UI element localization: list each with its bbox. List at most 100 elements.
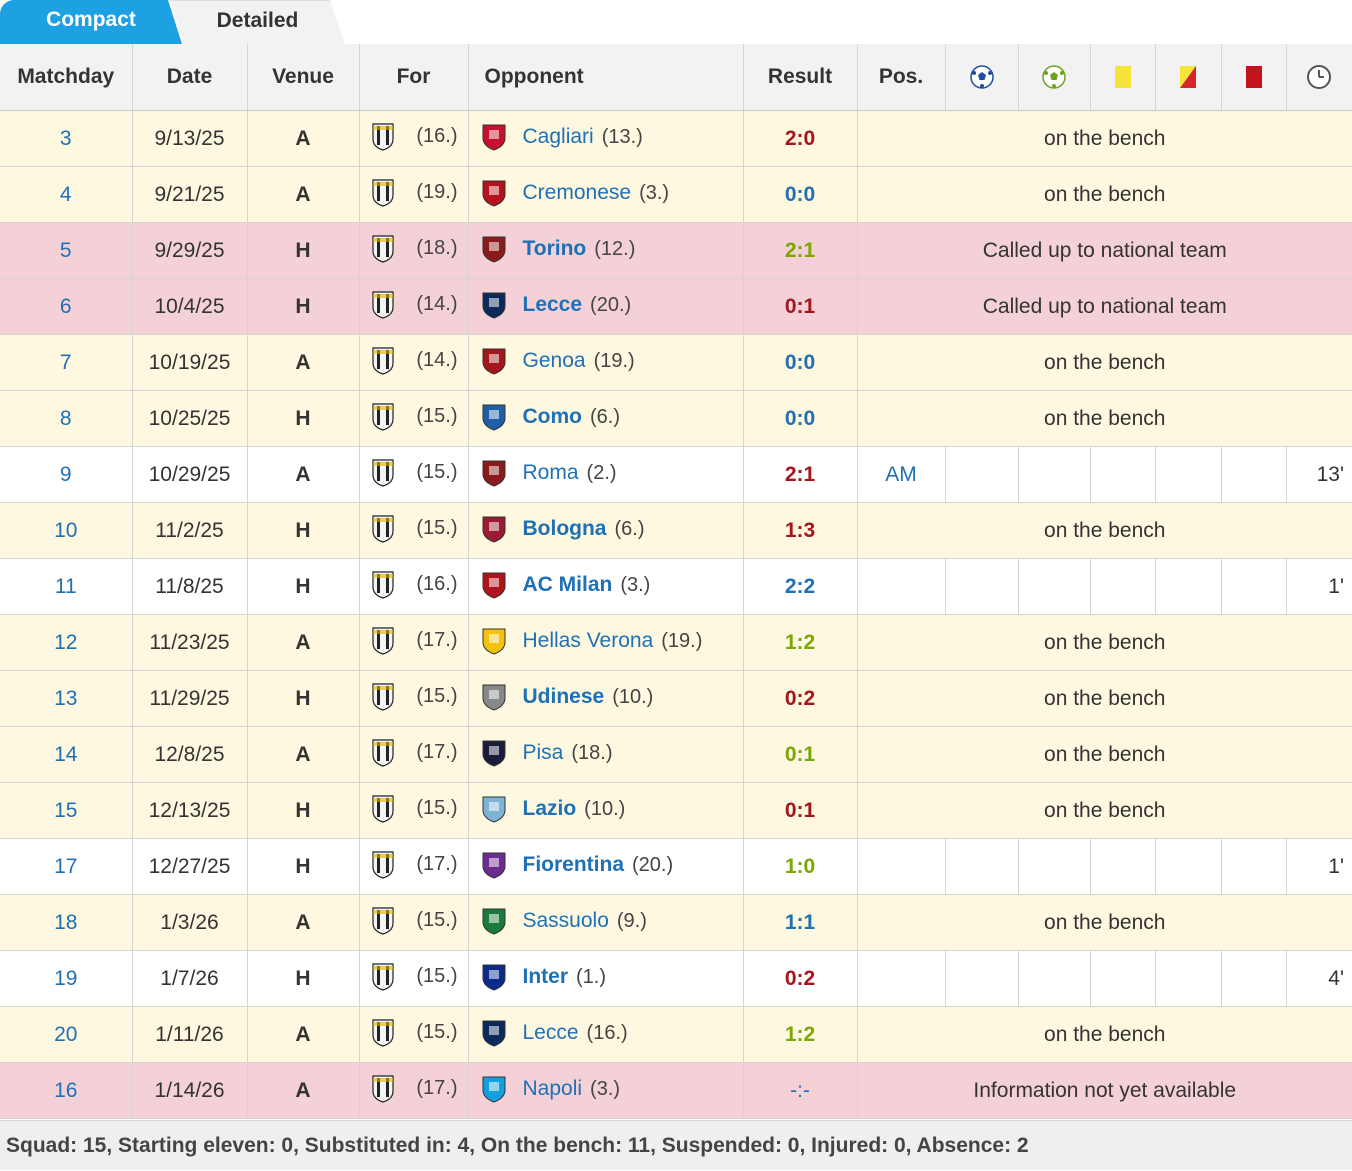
opponent-link[interactable]: Genoa (19.): [523, 349, 635, 373]
col-result[interactable]: Result: [743, 44, 858, 111]
matchday-link[interactable]: 11: [54, 574, 77, 598]
opponent-name[interactable]: Lecce: [522, 293, 583, 316]
matchday-link[interactable]: 5: [59, 238, 72, 262]
matchday-link[interactable]: 19: [54, 966, 78, 990]
for-team-cell[interactable]: (14.): [359, 278, 469, 335]
match-result-link[interactable]: 0:0: [784, 350, 816, 374]
for-team-cell[interactable]: (15.): [359, 950, 469, 1007]
for-team-cell[interactable]: (15.): [359, 1006, 469, 1063]
match-result-link[interactable]: 2:1: [784, 238, 816, 262]
opponent-link[interactable]: Cremonese (3.): [523, 181, 670, 205]
col-assists[interactable]: [1018, 44, 1091, 111]
opponent-link[interactable]: Hellas Verona (19.): [523, 629, 703, 653]
opponent-crest-icon[interactable]: [481, 291, 507, 319]
col-minutes[interactable]: [1286, 44, 1352, 111]
for-team-cell[interactable]: (15.): [359, 446, 469, 503]
opponent-crest-icon[interactable]: [481, 907, 507, 935]
match-result-link[interactable]: 1:3: [784, 518, 816, 542]
opponent-link[interactable]: Como (6.): [523, 405, 621, 429]
match-result-link[interactable]: 0:0: [784, 182, 816, 206]
opponent-name[interactable]: Lecce: [522, 1021, 579, 1044]
opponent-name[interactable]: Bologna: [522, 517, 607, 540]
matchday-link[interactable]: 20: [54, 1022, 78, 1046]
for-team-cell[interactable]: (15.): [359, 390, 469, 447]
for-team-cell[interactable]: (14.): [359, 334, 469, 391]
for-team-cell[interactable]: (15.): [359, 782, 469, 839]
opponent-name[interactable]: Inter: [522, 965, 569, 988]
match-result-link[interactable]: 0:1: [784, 798, 816, 822]
opponent-crest-icon[interactable]: [481, 347, 507, 375]
opponent-link[interactable]: Pisa (18.): [523, 741, 613, 765]
match-result-link[interactable]: 0:2: [784, 686, 816, 710]
match-result-link[interactable]: 1:2: [784, 630, 816, 654]
match-result-link[interactable]: 2:1: [784, 462, 816, 486]
col-date[interactable]: Date: [132, 44, 248, 111]
matchday-link[interactable]: 18: [54, 910, 78, 934]
matchday-link[interactable]: 15: [54, 798, 78, 822]
match-result-link[interactable]: 0:1: [784, 742, 816, 766]
opponent-link[interactable]: Lecce (16.): [523, 1021, 628, 1045]
col-yellow-red-cards[interactable]: [1155, 44, 1222, 111]
opponent-crest-icon[interactable]: [481, 459, 507, 487]
opponent-name[interactable]: AC Milan: [522, 573, 613, 596]
opponent-name[interactable]: Hellas Verona: [522, 629, 654, 652]
opponent-link[interactable]: Cagliari (13.): [523, 125, 643, 149]
for-team-cell[interactable]: (17.): [359, 838, 469, 895]
opponent-name[interactable]: Torino: [522, 237, 587, 260]
opponent-name[interactable]: Pisa: [522, 741, 564, 764]
opponent-link[interactable]: Bologna (6.): [523, 517, 645, 541]
opponent-link[interactable]: Lecce (20.): [523, 293, 632, 317]
opponent-crest-icon[interactable]: [481, 963, 507, 991]
for-team-cell[interactable]: (15.): [359, 670, 469, 727]
opponent-crest-icon[interactable]: [481, 1075, 507, 1103]
match-result-link[interactable]: 1:1: [784, 910, 816, 934]
opponent-crest-icon[interactable]: [481, 123, 507, 151]
opponent-name[interactable]: Fiorentina: [522, 853, 625, 876]
opponent-crest-icon[interactable]: [481, 1019, 507, 1047]
tab-detailed[interactable]: Detailed: [170, 0, 345, 44]
col-goals[interactable]: [945, 44, 1019, 111]
tab-compact[interactable]: Compact: [0, 0, 182, 44]
opponent-crest-icon[interactable]: [481, 627, 507, 655]
match-result-link[interactable]: 1:2: [784, 1022, 816, 1046]
opponent-link[interactable]: Sassuolo (9.): [523, 909, 647, 933]
matchday-link[interactable]: 13: [54, 686, 78, 710]
opponent-crest-icon[interactable]: [481, 795, 507, 823]
match-result-link[interactable]: 0:1: [784, 294, 816, 318]
opponent-name[interactable]: Cagliari: [522, 125, 594, 148]
matchday-link[interactable]: 16: [54, 1078, 78, 1102]
match-result-link[interactable]: -:-: [790, 1078, 810, 1102]
matchday-link[interactable]: 4: [59, 182, 72, 206]
for-team-cell[interactable]: (18.): [359, 222, 469, 279]
col-yellow-cards[interactable]: [1090, 44, 1156, 111]
opponent-link[interactable]: Napoli (3.): [523, 1077, 621, 1101]
opponent-crest-icon[interactable]: [481, 403, 507, 431]
opponent-name[interactable]: Cremonese: [522, 181, 632, 204]
for-team-cell[interactable]: (17.): [359, 1062, 469, 1119]
opponent-name[interactable]: Como: [522, 405, 583, 428]
opponent-name[interactable]: Napoli: [522, 1077, 583, 1100]
for-team-cell[interactable]: (15.): [359, 502, 469, 559]
for-team-cell[interactable]: (19.): [359, 166, 469, 223]
matchday-link[interactable]: 8: [59, 406, 72, 430]
match-result-link[interactable]: 0:2: [784, 966, 816, 990]
for-team-cell[interactable]: (17.): [359, 726, 469, 783]
matchday-link[interactable]: 9: [59, 462, 72, 486]
match-result-link[interactable]: 1:0: [784, 854, 816, 878]
matchday-link[interactable]: 3: [59, 126, 72, 150]
matchday-link[interactable]: 10: [54, 518, 78, 542]
matchday-link[interactable]: 7: [59, 350, 72, 374]
opponent-link[interactable]: AC Milan (3.): [523, 573, 651, 597]
opponent-name[interactable]: Lazio: [522, 797, 577, 820]
col-matchday[interactable]: Matchday: [0, 44, 133, 111]
matchday-link[interactable]: 14: [54, 742, 78, 766]
for-team-cell[interactable]: (17.): [359, 614, 469, 671]
opponent-link[interactable]: Lazio (10.): [523, 797, 626, 821]
opponent-link[interactable]: Torino (12.): [523, 237, 636, 261]
match-result-link[interactable]: 2:2: [784, 574, 816, 598]
opponent-link[interactable]: Inter (1.): [523, 965, 607, 989]
for-team-cell[interactable]: (15.): [359, 894, 469, 951]
opponent-crest-icon[interactable]: [481, 515, 507, 543]
matchday-link[interactable]: 12: [54, 630, 78, 654]
opponent-link[interactable]: Fiorentina (20.): [523, 853, 674, 877]
